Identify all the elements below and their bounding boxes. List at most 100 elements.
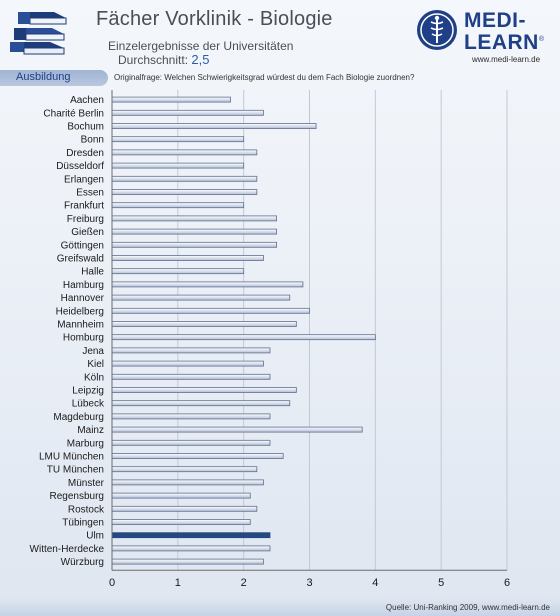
category-label: Hamburg [63,280,104,291]
bar-essen [111,189,258,195]
page-title: Fächer Vorklinik - Biologie [96,8,333,30]
category-label: Dresden [66,148,104,159]
x-tick-labels: 0 1 2 3 4 5 6 [109,577,510,589]
category-label: Halle [81,267,104,278]
bar-aachen [111,96,231,103]
bar-freiburg [111,215,277,222]
registered-mark: ® [538,36,545,43]
x-tick-label: 5 [438,577,444,589]
category-label: Münster [68,478,105,489]
bar-magdeburg [111,413,271,420]
bar-greifswald [111,255,264,261]
category-label: Mainz [77,425,104,436]
bar-kiel [111,360,264,367]
x-tick-label: 0 [109,577,115,589]
section-label: Ausbildung [16,71,71,83]
bar-chart: Aachen Charité Berlin Bochum Bonn Dresden Düs… [30,90,510,589]
bar-leipzig [111,387,297,393]
category-label: Kiel [87,359,104,370]
footer-band [0,598,560,616]
category-label: LMU München [39,452,104,463]
category-label: Leipzig [72,386,104,397]
logo-text-line2: LEARN® [464,31,545,54]
logo-text-line1: MEDI- [464,9,526,32]
category-label: Regensburg [50,491,104,502]
category-label: Göttingen [61,240,104,251]
category-label: TU München [47,465,104,476]
bar-lmu-münchen [111,453,284,459]
category-label: Würzburg [61,557,104,568]
books-icon [10,12,67,55]
bar-gießen [111,228,277,235]
bar-bonn [111,136,245,143]
x-tick-label: 2 [241,577,247,589]
bar-dresden [111,149,258,156]
bar-witten-herdecke [111,545,271,552]
bar-münster [111,479,264,486]
category-label: Bonn [81,135,104,146]
category-label: Charité Berlin [43,108,104,119]
bar-bochum [111,123,317,129]
x-tick-label: 6 [504,577,510,589]
category-label: Tübingen [62,518,104,529]
bar-mannheim [111,321,297,327]
category-label: Marburg [67,438,104,449]
caduceus-icon [417,10,457,50]
section-tab: Ausbildung [0,70,108,86]
bar-charit-berlin [111,109,264,116]
bar-mainz [111,426,363,433]
category-label: Witten-Herdecke [30,544,105,555]
category-label: Lübeck [72,399,105,410]
category-label: Frankfurt [64,201,104,212]
average-label: Durchschnitt: [118,53,189,67]
category-label: Mannheim [57,320,104,331]
page-subtitle: Einzelergebnisse der Universitäten [108,39,294,53]
category-label: Rostock [68,504,105,515]
category-label: Köln [84,372,104,383]
header: Fächer Vorklinik - Biologie Einzelergebn… [0,0,560,70]
category-label: Homburg [63,333,104,344]
bar-regensburg [111,492,251,499]
average-value: 2,5 [191,52,210,67]
gridlines [177,90,508,571]
bar-frankfurt [111,202,245,209]
source-note: Quelle: Uni-Ranking 2009, www.medi-learn… [385,603,550,612]
bar-jena [111,347,271,354]
category-label: Gießen [71,227,104,238]
x-tick-label: 1 [175,577,181,589]
category-label: Greifswald [57,254,104,265]
bar-düsseldorf [111,162,245,169]
bar-rostock [111,505,258,512]
category-label: Freiburg [67,214,104,225]
section-bar: Ausbildung Originalfrage: Welchen Schwie… [0,70,560,86]
category-label: Erlangen [64,174,104,185]
bar-heidelberg [111,307,310,314]
bar-tübingen [111,519,251,525]
bar-marburg [111,439,271,446]
bar-köln [111,373,271,380]
category-label: Hannover [61,293,105,304]
category-label: Ulm [86,531,104,542]
bar-hannover [111,294,291,301]
bar-tu-münchen [111,466,258,473]
category-label: Jena [82,346,104,357]
bar-homburg [111,334,376,341]
x-tick-label: 3 [306,577,312,589]
category-label: Essen [76,188,104,199]
category-label: Aachen [70,95,104,106]
category-label: Magdeburg [53,412,104,423]
bar-halle [111,268,245,275]
category-label: Bochum [67,122,104,133]
bar-hamburg [111,281,304,288]
question-text: Originalfrage: Welchen Schwierigkeitsgra… [114,73,415,82]
medi-learn-logo: MEDI- LEARN® www.medi-learn.de [416,7,556,67]
bar-würzburg [111,558,264,565]
bar-erlangen [111,175,258,182]
logo-url: www.medi-learn.de [472,55,541,64]
x-tick-label: 4 [372,577,378,589]
bar-göttingen [111,241,277,248]
category-labels: Aachen Charité Berlin Bochum Bonn Dresden Düs… [30,95,105,568]
category-label: Heidelberg [56,306,104,317]
bar-lübeck [111,400,291,407]
average-line: Durchschnitt: 2,5 [118,52,209,67]
